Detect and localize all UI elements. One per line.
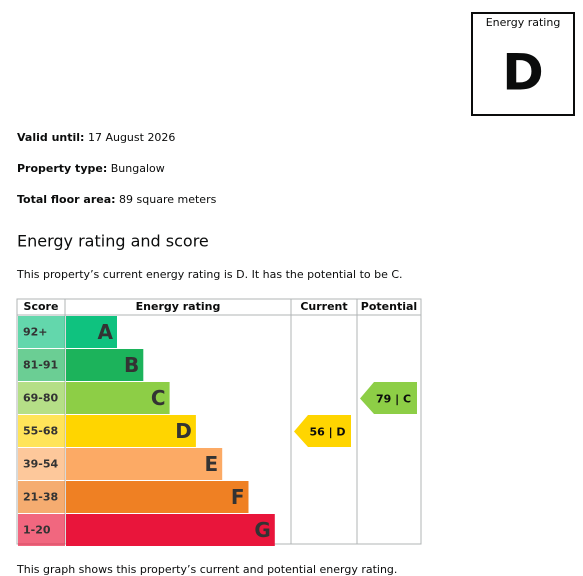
band-bar: [66, 448, 223, 480]
badge-rating: D: [502, 44, 544, 102]
detail-label: Valid until:: [17, 131, 84, 144]
detail: Total floor area: 89 square meters: [17, 193, 217, 206]
band-score: 1-20: [23, 524, 51, 537]
band-letter: D: [175, 419, 192, 443]
band-score: 55-68: [23, 425, 58, 438]
current-arrow: [294, 415, 351, 447]
detail: Valid until: 17 August 2026: [17, 131, 175, 144]
band-letter: B: [124, 353, 139, 377]
current-label: 56 | D: [309, 426, 345, 439]
column-header: Current: [300, 300, 347, 313]
band-score: 69-80: [23, 392, 59, 405]
band-bar: [66, 514, 275, 546]
potential-label: 79 | C: [376, 393, 411, 406]
band-letter: F: [231, 485, 245, 509]
potential-arrow: [360, 382, 417, 414]
band-bar: [66, 349, 144, 381]
band-letter: A: [98, 320, 114, 344]
score-cell: [18, 415, 65, 447]
band-score: 21-38: [23, 491, 58, 504]
detail-value: 89 square meters: [119, 193, 217, 206]
band-score: 39-54: [23, 458, 59, 471]
band-bar: [66, 316, 117, 348]
band-bar: [66, 481, 249, 513]
score-cell: [18, 382, 65, 414]
band-letter: E: [205, 452, 219, 476]
band-letter: G: [254, 518, 270, 542]
badge-box: [471, 12, 575, 116]
band-bar: [66, 382, 170, 414]
detail-value: Bungalow: [111, 162, 165, 175]
score-cell: [18, 514, 65, 546]
score-cell: [18, 349, 65, 381]
detail-value: 17 August 2026: [88, 131, 175, 144]
column-header: Energy rating: [136, 300, 221, 313]
band-score: 92+: [23, 326, 48, 339]
badge-title: Energy rating: [486, 16, 561, 29]
heading: Energy rating and score: [17, 232, 209, 251]
summary: This property’s current energy rating is…: [16, 268, 403, 281]
detail-label: Property type:: [17, 162, 107, 175]
band-score: 81-91: [23, 359, 58, 372]
score-cell: [18, 481, 65, 513]
column-header: Score: [24, 300, 59, 313]
detail-label: Total floor area:: [17, 193, 116, 206]
band-letter: C: [151, 386, 166, 410]
band-bar: [66, 415, 196, 447]
column-header: Potential: [361, 300, 417, 313]
score-cell: [18, 316, 65, 348]
footnote: This graph shows this property’s current…: [16, 563, 397, 576]
detail: Property type: Bungalow: [17, 162, 165, 175]
score-cell: [18, 448, 65, 480]
